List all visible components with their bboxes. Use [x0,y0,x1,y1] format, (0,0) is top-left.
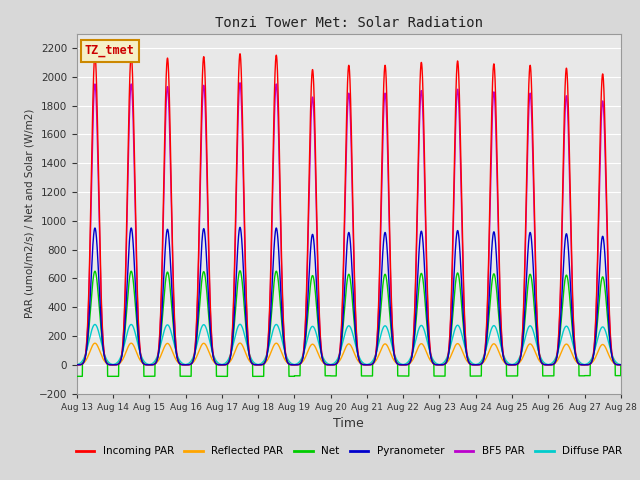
Title: Tonzi Tower Met: Solar Radiation: Tonzi Tower Met: Solar Radiation [215,16,483,30]
Legend: Incoming PAR, Reflected PAR, Net, Pyranometer, BF5 PAR, Diffuse PAR: Incoming PAR, Reflected PAR, Net, Pyrano… [71,442,627,460]
Y-axis label: PAR (umol/m2/s) / Net and Solar (W/m2): PAR (umol/m2/s) / Net and Solar (W/m2) [24,109,35,318]
Text: TZ_tmet: TZ_tmet [85,44,135,58]
X-axis label: Time: Time [333,417,364,430]
